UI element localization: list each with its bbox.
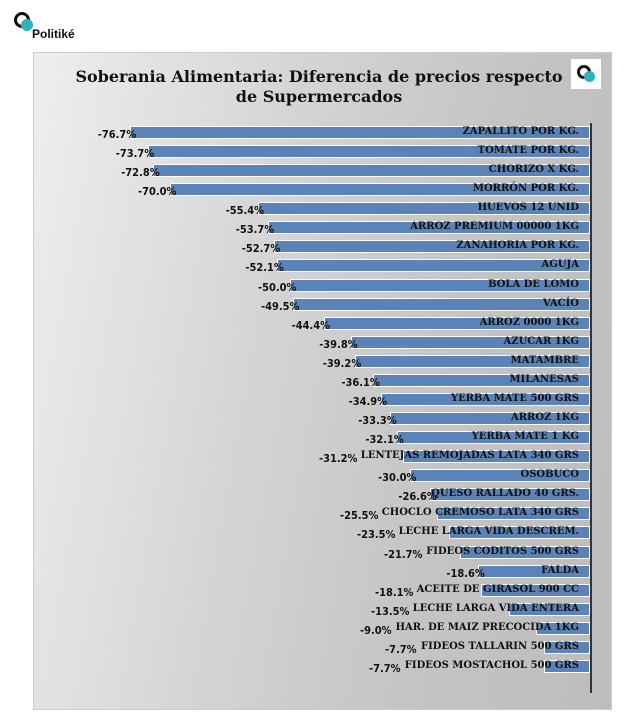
data-label: -36.1% bbox=[341, 375, 380, 389]
data-label: -25.5% bbox=[340, 509, 379, 523]
data-label: -53.7% bbox=[235, 223, 275, 237]
data-label: -7.7% bbox=[369, 661, 401, 675]
bar bbox=[397, 431, 590, 445]
bar bbox=[380, 392, 590, 406]
category-label: OSOBUCO bbox=[520, 469, 580, 481]
bar bbox=[430, 488, 590, 502]
corner-logo bbox=[571, 59, 601, 89]
bar bbox=[147, 145, 590, 159]
data-label: -44.4% bbox=[291, 318, 331, 332]
category-label: ACEITE DE GIRASOL 900 CC bbox=[416, 583, 579, 595]
category-label: ARROZ PREMIUM 00000 1KG bbox=[410, 221, 579, 233]
category-label: LECHE LARGA VIDA DESCREM. bbox=[398, 526, 579, 538]
bar bbox=[277, 259, 590, 273]
bar bbox=[170, 183, 590, 197]
chart-title-line1: Soberania Alimentaria: Diferencia de pre… bbox=[75, 67, 563, 86]
data-label: -21.7% bbox=[384, 547, 423, 561]
data-label: -9.0% bbox=[360, 623, 392, 637]
bar bbox=[543, 640, 590, 654]
category-label: FALDA bbox=[541, 564, 579, 576]
data-label: -7.7% bbox=[385, 642, 417, 656]
data-label: -18.6% bbox=[446, 566, 485, 580]
data-label: -34.9% bbox=[348, 394, 388, 408]
logo-text: Politiké bbox=[32, 27, 75, 41]
data-label: -23.5% bbox=[357, 528, 396, 542]
category-label: ZANAHORIA POR KG. bbox=[456, 240, 579, 252]
category-label: FIDEOS TALLARIN 500 GRS bbox=[421, 640, 579, 652]
data-label: -39.2% bbox=[322, 356, 362, 370]
bar bbox=[536, 621, 590, 635]
category-label: HAR. DE MAIZ PRECOCIDA 1KG bbox=[395, 621, 579, 633]
bar bbox=[273, 240, 590, 254]
category-label: TOMATE POR KG. bbox=[477, 145, 579, 157]
chart-area: Soberania Alimentaria: Diferencia de pre… bbox=[33, 52, 612, 710]
bar bbox=[153, 164, 590, 178]
data-label: -55.4% bbox=[225, 204, 265, 218]
bar bbox=[402, 450, 590, 464]
bar bbox=[373, 373, 590, 387]
category-label: QUESO RALLADO 40 GRS. bbox=[431, 488, 579, 500]
bar bbox=[410, 469, 590, 483]
data-label: -33.3% bbox=[358, 414, 397, 428]
bar bbox=[351, 335, 590, 349]
bar bbox=[481, 583, 590, 597]
category-label: FIDEOS CODITOS 500 GRS bbox=[426, 545, 579, 557]
politike-logo: Politiké bbox=[12, 10, 92, 46]
bar bbox=[129, 126, 590, 139]
data-label: -13.5% bbox=[371, 604, 410, 618]
category-label: ZAPALLITO POR KG. bbox=[462, 126, 579, 137]
category-label: BOLA DE LOMO bbox=[488, 278, 579, 290]
bar bbox=[449, 526, 590, 540]
logo-dot-icon bbox=[21, 19, 33, 31]
category-label: LENTEJAS REMOJADAS LATA 340 GRS bbox=[360, 450, 579, 462]
category-label: CHORIZO X KG. bbox=[488, 164, 579, 176]
data-label: -72.8% bbox=[121, 166, 160, 180]
chart-title: Soberania Alimentaria: Diferencia de pre… bbox=[74, 67, 564, 107]
data-label: -76.7% bbox=[97, 128, 137, 141]
category-label: YERBA MATE 500 GRS bbox=[450, 392, 579, 404]
bar bbox=[290, 278, 590, 292]
data-label: -52.1% bbox=[245, 261, 284, 275]
bar bbox=[390, 412, 590, 426]
category-label: AGUJA bbox=[541, 259, 579, 271]
bar bbox=[459, 545, 590, 559]
category-label: ARROZ 1KG bbox=[510, 412, 579, 424]
data-label: -52.7% bbox=[241, 242, 281, 256]
category-label: MATAMBRE bbox=[510, 354, 579, 366]
category-label: CHOCLO CREMOSO LATA 340 GRS bbox=[381, 507, 579, 519]
category-label: MILANESAS bbox=[509, 373, 579, 385]
category-axis bbox=[590, 123, 592, 693]
bar bbox=[437, 507, 590, 521]
chart-title-line2: de Supermercados bbox=[235, 87, 403, 106]
bar bbox=[478, 564, 590, 578]
data-label: -32.1% bbox=[365, 433, 404, 447]
category-label: AZUCAR 1KG bbox=[503, 335, 579, 347]
data-label: -70.0% bbox=[138, 185, 177, 199]
bar bbox=[509, 602, 590, 616]
data-label: -39.8% bbox=[319, 337, 358, 351]
data-label: -31.2% bbox=[319, 452, 358, 466]
data-label: -26.6% bbox=[398, 490, 437, 504]
data-label: -18.1% bbox=[375, 585, 414, 599]
category-label: YERBA MATE 1 KG bbox=[471, 431, 579, 443]
category-label: LECHE LARGA VIDA ENTERA bbox=[412, 602, 579, 614]
category-label: FIDEOS MOSTACHOL 500 GRS bbox=[404, 659, 579, 671]
data-label: -50.0% bbox=[258, 280, 297, 294]
bar bbox=[354, 354, 590, 368]
category-label: ARROZ 0000 1KG bbox=[479, 316, 579, 328]
bar bbox=[257, 202, 590, 216]
data-label: -73.7% bbox=[115, 147, 155, 161]
category-label: HUEVOS 12 UNID bbox=[477, 202, 579, 214]
data-label: -30.0% bbox=[378, 471, 417, 485]
category-label: MORRÓN POR KG. bbox=[472, 183, 579, 195]
bar bbox=[293, 297, 590, 311]
logo-dot-icon bbox=[584, 71, 595, 82]
category-label: VACÍO bbox=[542, 297, 579, 309]
bar bbox=[267, 221, 590, 235]
bar bbox=[543, 659, 590, 673]
data-label: -49.5% bbox=[261, 299, 300, 313]
plot-area: ZAPALLITO POR KG. -76.7% TOMATE POR KG. -73… bbox=[34, 53, 611, 709]
bar bbox=[323, 316, 590, 330]
